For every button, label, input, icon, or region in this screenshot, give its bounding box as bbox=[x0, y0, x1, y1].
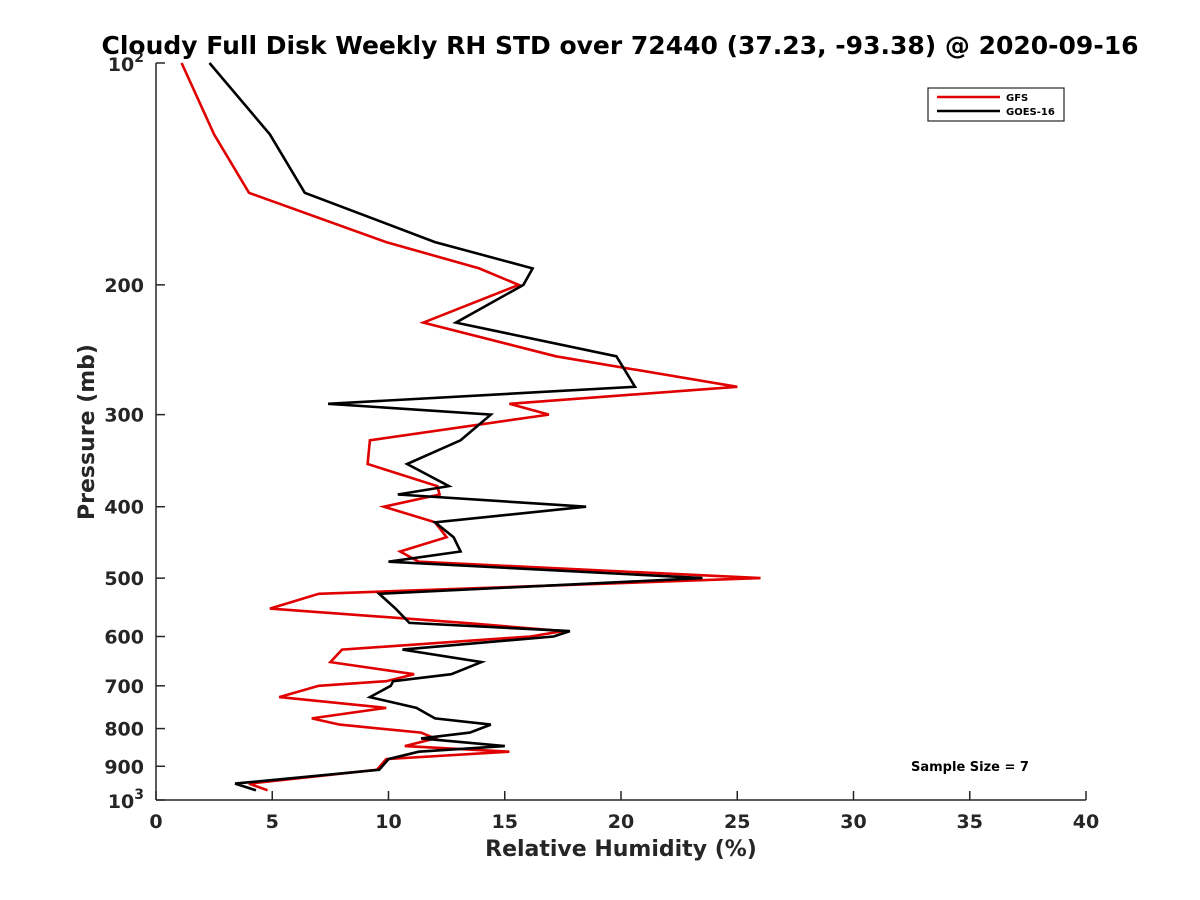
x-tick-label: 10 bbox=[375, 811, 401, 833]
sample-size-annotation: Sample Size = 7 bbox=[911, 760, 1029, 775]
y-tick-label: 400 bbox=[104, 497, 144, 519]
series-layer bbox=[180, 62, 761, 792]
y-tick-label: 700 bbox=[104, 676, 144, 698]
x-axis-label: Relative Humidity (%) bbox=[485, 837, 757, 862]
x-tick-label: 25 bbox=[724, 811, 750, 833]
series-line-gfs bbox=[180, 62, 761, 792]
y-tick-label: 500 bbox=[104, 568, 144, 590]
y-tick-label: 102 bbox=[108, 50, 144, 76]
x-tick-label: 30 bbox=[840, 811, 866, 833]
x-tick-label: 5 bbox=[266, 811, 279, 833]
x-tick-label: 0 bbox=[149, 811, 162, 833]
legend-label-gfs: GFS bbox=[1006, 93, 1028, 104]
x-axis-ticks: 0 5 10 15 20 25 30 35 40 bbox=[149, 791, 1099, 833]
y-axis-ticks: 102 200 300 400 500 600 700 800 900 103 bbox=[104, 50, 165, 813]
x-tick-label: 20 bbox=[608, 811, 634, 833]
y-tick-label: 103 bbox=[108, 787, 144, 813]
y-tick-label: 800 bbox=[104, 719, 144, 741]
y-tick-label: 300 bbox=[104, 405, 144, 427]
legend-box bbox=[927, 87, 1065, 122]
legend: GFS GOES-16 bbox=[927, 87, 1065, 122]
x-tick-label: 35 bbox=[957, 811, 983, 833]
y-axis-label: Pressure (mb) bbox=[75, 344, 100, 520]
x-tick-label: 40 bbox=[1073, 811, 1099, 833]
y-tick-label: 900 bbox=[104, 756, 144, 778]
y-tick-label: 600 bbox=[104, 626, 144, 648]
chart-title: Cloudy Full Disk Weekly RH STD over 7244… bbox=[101, 31, 1138, 60]
x-tick-label: 15 bbox=[492, 811, 518, 833]
plot-frame bbox=[155, 63, 1086, 801]
y-tick-label: 200 bbox=[104, 275, 144, 297]
series-line-goes16 bbox=[208, 62, 703, 792]
legend-label-goes16: GOES-16 bbox=[1006, 107, 1055, 118]
